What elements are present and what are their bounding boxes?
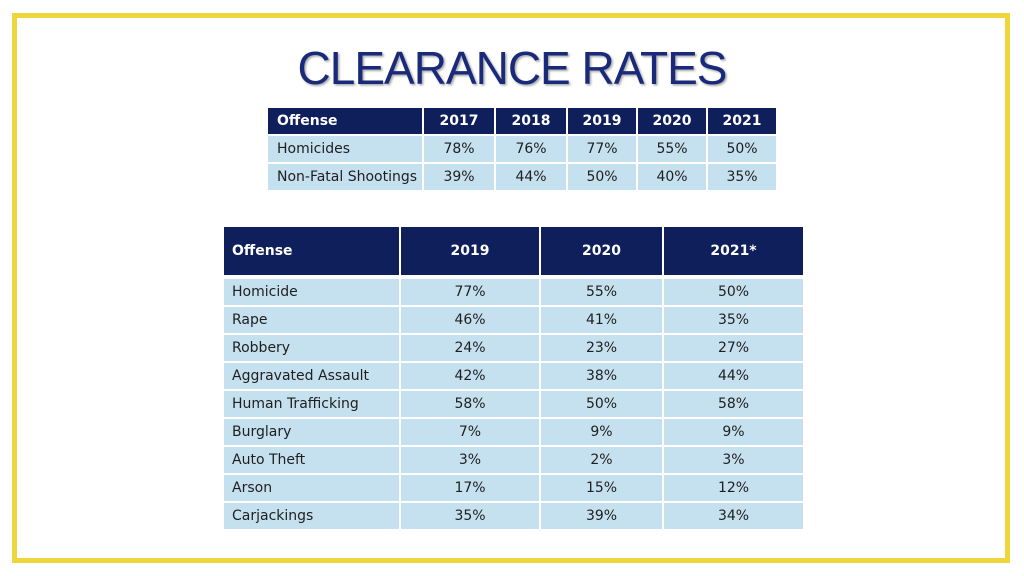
table-cell: 12% <box>664 475 805 503</box>
table-cell: 9% <box>664 419 805 447</box>
table-row: Homicide 77% 55% 50% <box>224 277 805 307</box>
column-header: Offense <box>268 108 424 136</box>
table-cell: 76% <box>496 136 568 164</box>
table-cell: 39% <box>541 503 664 531</box>
table-cell: 24% <box>401 335 541 363</box>
table-row: Homicides 78% 76% 77% 55% 50% <box>268 136 778 164</box>
table-cell: 55% <box>638 136 708 164</box>
table-cell: 3% <box>664 447 805 475</box>
clearance-table-2017-2021: Offense 2017 2018 2019 2020 2021 Homicid… <box>268 108 778 192</box>
table-cell: 50% <box>541 391 664 419</box>
table-cell: 58% <box>664 391 805 419</box>
table-row: Carjackings 35% 39% 34% <box>224 503 805 531</box>
table-header-row: Offense 2019 2020 2021* <box>224 227 805 277</box>
table-cell: 35% <box>708 164 778 192</box>
table-cell: Homicide <box>224 277 401 307</box>
table-cell: 15% <box>541 475 664 503</box>
table-row: Rape 46% 41% 35% <box>224 307 805 335</box>
table-cell: 77% <box>568 136 638 164</box>
table-cell: Non-Fatal Shootings <box>268 164 424 192</box>
column-header: 2019 <box>568 108 638 136</box>
column-header: 2018 <box>496 108 568 136</box>
table-cell: 42% <box>401 363 541 391</box>
table-cell: 23% <box>541 335 664 363</box>
table-cell: 41% <box>541 307 664 335</box>
table-cell: Homicides <box>268 136 424 164</box>
table-cell: 44% <box>496 164 568 192</box>
table-cell: 58% <box>401 391 541 419</box>
table-cell: 17% <box>401 475 541 503</box>
table-cell: 50% <box>568 164 638 192</box>
table-row: Non-Fatal Shootings 39% 44% 50% 40% 35% <box>268 164 778 192</box>
table-row: Burglary 7% 9% 9% <box>224 419 805 447</box>
table-cell: 35% <box>401 503 541 531</box>
table-row: Auto Theft 3% 2% 3% <box>224 447 805 475</box>
table-cell: Robbery <box>224 335 401 363</box>
table-cell: 78% <box>424 136 496 164</box>
table-cell: 27% <box>664 335 805 363</box>
table-cell: Burglary <box>224 419 401 447</box>
table-row: Aggravated Assault 42% 38% 44% <box>224 363 805 391</box>
column-header: Offense <box>224 227 401 277</box>
column-header: 2020 <box>638 108 708 136</box>
table-cell: Rape <box>224 307 401 335</box>
table-cell: Carjackings <box>224 503 401 531</box>
table-cell: 46% <box>401 307 541 335</box>
table-cell: 35% <box>664 307 805 335</box>
table-cell: 39% <box>424 164 496 192</box>
table-cell: Aggravated Assault <box>224 363 401 391</box>
table-cell: Human Trafficking <box>224 391 401 419</box>
table-cell: 77% <box>401 277 541 307</box>
table-cell: 50% <box>708 136 778 164</box>
table-cell: 9% <box>541 419 664 447</box>
column-header: 2021 <box>708 108 778 136</box>
table-cell: 50% <box>664 277 805 307</box>
table-cell: 38% <box>541 363 664 391</box>
table-cell: 40% <box>638 164 708 192</box>
page-title: CLEARANCE RATES <box>297 42 728 94</box>
table-cell: 34% <box>664 503 805 531</box>
table-header-row: Offense 2017 2018 2019 2020 2021 <box>268 108 778 136</box>
table-cell: Arson <box>224 475 401 503</box>
column-header: 2021* <box>664 227 805 277</box>
table-cell: 2% <box>541 447 664 475</box>
column-header: 2020 <box>541 227 664 277</box>
table-cell: 44% <box>664 363 805 391</box>
table-cell: 7% <box>401 419 541 447</box>
clearance-table-2019-2021: Offense 2019 2020 2021* Homicide 77% 55%… <box>224 227 805 531</box>
table-row: Arson 17% 15% 12% <box>224 475 805 503</box>
table-row: Human Trafficking 58% 50% 58% <box>224 391 805 419</box>
table-cell: Auto Theft <box>224 447 401 475</box>
column-header: 2017 <box>424 108 496 136</box>
table-row: Robbery 24% 23% 27% <box>224 335 805 363</box>
column-header: 2019 <box>401 227 541 277</box>
table-cell: 3% <box>401 447 541 475</box>
table-cell: 55% <box>541 277 664 307</box>
